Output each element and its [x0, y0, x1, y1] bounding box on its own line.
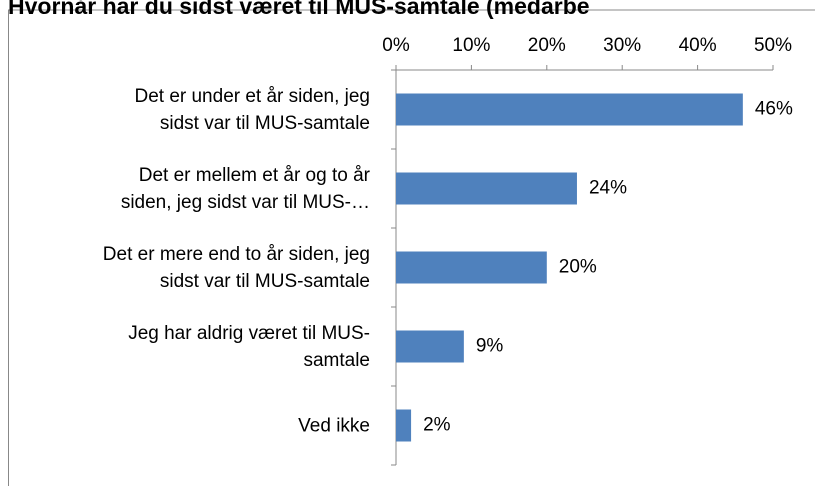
value-label: 46%: [755, 99, 793, 120]
bar: [396, 172, 577, 205]
value-label: 2%: [423, 415, 451, 436]
chart-title: Hvornår har du sidst været til MUS-samta…: [8, 0, 590, 19]
x-tick-label: 10%: [452, 35, 490, 56]
value-label: 20%: [559, 257, 597, 278]
category-label: Det er mellem et år og to år siden, jeg …: [120, 164, 370, 213]
x-tick-label: 0%: [382, 35, 410, 56]
category-label: Det er under et år siden, jeg sidst var …: [134, 85, 370, 134]
value-label: 24%: [589, 178, 627, 199]
chart-frame: [8, 9, 815, 486]
bar: [396, 409, 412, 442]
x-tick-label: 30%: [603, 35, 641, 56]
x-tick-label: 50%: [754, 35, 792, 56]
x-tick-label: 40%: [679, 35, 717, 56]
bar: [396, 251, 547, 284]
category-label: Ved ikke: [298, 415, 370, 436]
bar: [396, 330, 464, 363]
bar: [396, 93, 743, 126]
category-label: Jeg har aldrig været til MUS- samtale: [128, 322, 370, 371]
category-label: Det er mere end to år siden, jeg sidst v…: [102, 243, 370, 292]
x-tick-label: 20%: [528, 35, 566, 56]
value-label: 9%: [476, 336, 504, 357]
